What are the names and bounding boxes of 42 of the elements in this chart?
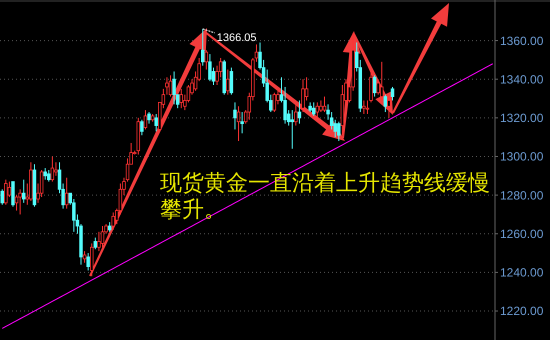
y-tick-label: 1280.00 [500, 188, 544, 202]
candlestick [380, 61, 384, 101]
candlestick [154, 113, 158, 132]
candlestick [340, 84, 344, 136]
y-tick-label: 1340.00 [500, 72, 544, 86]
candlestick [298, 100, 302, 124]
candlestick [218, 57, 222, 78]
candlestick [290, 110, 294, 150]
candlestick [316, 102, 320, 118]
candlestick [233, 102, 237, 130]
annotation: 现货黄金一直沿着上升趋势线缓慢攀升。 [160, 171, 490, 222]
candlestick [4, 179, 8, 206]
candlestick [136, 117, 140, 156]
annotation: 1366.05 [216, 32, 257, 44]
candlestick [283, 86, 287, 124]
candlestick [201, 28, 204, 66]
candlestick [240, 112, 244, 134]
candlestick [387, 94, 391, 118]
candlestick [362, 100, 366, 114]
candlestick [97, 231, 101, 252]
candlestick [294, 104, 298, 126]
y-tick-label: 1220.00 [500, 304, 544, 318]
candlestick [64, 177, 68, 210]
candlestick [215, 65, 219, 86]
y-tick-label: 1300.00 [500, 150, 544, 164]
candlestick [54, 162, 58, 176]
candlestick [90, 242, 94, 277]
candlestick [204, 50, 208, 70]
candlestick [86, 252, 90, 271]
candlestick [226, 69, 230, 96]
candlestick [172, 70, 176, 105]
candlestick [22, 179, 26, 204]
y-tick-label: 1260.00 [500, 226, 544, 241]
y-tick-label: 1240.00 [500, 266, 544, 280]
candlestick [111, 212, 115, 230]
candlestick [43, 168, 47, 180]
y-tick-label: 1360.00 [500, 34, 544, 48]
y-tick-label: 1320.00 [500, 111, 544, 126]
candlestick [18, 188, 22, 215]
line-series [2, 63, 494, 329]
candlestick [330, 112, 334, 130]
candlestick [100, 226, 104, 248]
